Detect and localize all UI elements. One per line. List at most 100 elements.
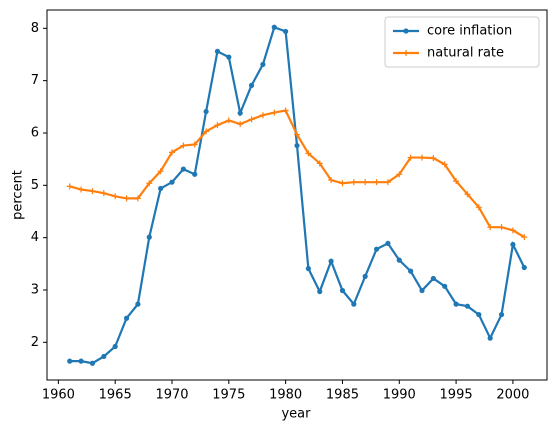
x-tick-label: 1965 [99,388,132,403]
point [112,193,119,200]
point [385,240,391,247]
point [89,188,96,195]
point [191,141,198,148]
legend-label: core inflation [427,24,512,39]
point [225,117,232,124]
y-tick-label: 8 [31,21,39,36]
point [180,142,187,149]
point [248,116,255,123]
point [101,353,107,360]
point [237,121,244,128]
point [396,171,403,178]
point [350,179,357,186]
point [441,161,448,168]
point [248,82,255,88]
series-line [69,109,525,239]
point [316,160,323,167]
point [214,48,221,54]
point [510,241,516,248]
point [282,107,289,114]
point [226,54,232,60]
legend-box [384,16,540,68]
legend: core inflation natural rate [384,16,540,68]
point [317,288,323,295]
point [157,168,164,175]
point [305,265,311,272]
point [351,301,357,307]
y-tick-label: 3 [31,282,39,297]
point [203,108,209,115]
point [67,358,73,364]
point [408,268,414,274]
point [283,28,289,35]
x-tick-label: 1970 [155,388,188,403]
point [123,195,130,202]
y-tick-label: 7 [31,73,39,88]
point [475,204,482,211]
point [328,258,334,264]
point [487,224,494,231]
point [294,142,300,149]
point [442,283,448,289]
point [453,178,460,185]
point [373,179,380,186]
point [180,166,186,172]
x-tick-label: 1975 [212,388,245,403]
point [66,183,73,190]
point [135,301,141,307]
point [203,128,210,135]
point [498,311,505,318]
y-axis-label: percent [11,170,26,220]
series-line [69,25,526,365]
point [396,257,402,263]
point [169,149,175,156]
point [430,275,436,282]
point [112,343,118,350]
point [453,301,459,307]
point [305,150,312,157]
point [146,234,152,240]
point [339,180,346,187]
point [407,154,414,161]
point [487,335,493,341]
point [430,155,437,162]
point [476,311,482,318]
point [384,179,391,186]
point [271,24,277,30]
point [259,112,266,119]
y-tick-label: 4 [31,230,39,245]
point [237,110,243,116]
point [464,191,471,198]
point [146,180,153,187]
point [362,179,369,186]
x-tick-label: 1980 [269,388,302,403]
point [158,185,164,192]
point [123,315,130,321]
point [339,287,346,294]
axes-frame [46,9,548,381]
point [521,234,528,241]
x-tick-label: 2000 [496,388,529,403]
x-axis-label: year [281,407,311,422]
y-tick-label: 6 [31,125,39,140]
y-tick-label: 5 [31,178,39,193]
legend-marker [403,28,409,34]
point [169,179,175,185]
point [509,227,516,234]
point [89,360,96,366]
point [464,303,471,309]
x-tick-label: 1960 [42,388,75,403]
x-tick-label: 1995 [440,388,473,403]
point [419,154,425,161]
point [134,195,141,202]
point [498,224,505,231]
point [100,190,107,197]
point [78,358,84,364]
point [271,109,278,116]
point [373,246,380,252]
point [78,186,85,193]
point [328,177,335,184]
legend-marker [403,50,409,56]
point [521,264,527,271]
